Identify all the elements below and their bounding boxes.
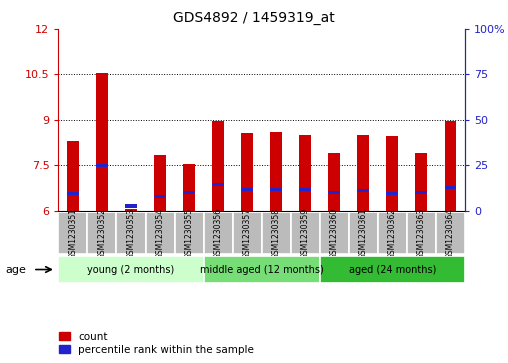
Bar [116,212,145,254]
Text: GSM1230353: GSM1230353 [126,208,136,259]
Bar [154,195,166,199]
Text: middle aged (12 months): middle aged (12 months) [200,265,324,274]
Text: GSM1230364: GSM1230364 [446,208,455,259]
Bar [96,164,108,167]
Bar [67,141,79,211]
Bar [262,212,291,254]
Bar [299,135,311,211]
Text: GSM1230361: GSM1230361 [359,208,368,259]
Bar [154,155,166,211]
Bar [183,191,195,194]
Bar [58,256,204,283]
Text: age: age [5,265,26,274]
Bar [378,212,407,254]
Text: GSM1230356: GSM1230356 [213,208,223,259]
Legend: count, percentile rank within the sample: count, percentile rank within the sample [56,329,257,358]
Bar [299,188,311,191]
Bar [444,121,456,211]
Bar [348,212,378,254]
Bar [387,192,398,195]
Bar [183,164,195,211]
Text: GSM1230354: GSM1230354 [155,208,165,259]
Bar [87,212,116,254]
Bar [328,191,340,194]
Bar [67,192,79,195]
Bar [204,212,233,254]
Bar [175,212,204,254]
Text: GSM1230352: GSM1230352 [98,208,107,259]
Bar [291,212,320,254]
Text: GSM1230362: GSM1230362 [388,208,397,259]
Text: GSM1230363: GSM1230363 [417,208,426,259]
Bar [241,134,253,211]
Text: GSM1230355: GSM1230355 [184,208,194,259]
Bar [358,189,369,192]
Bar [125,209,137,211]
Text: GSM1230351: GSM1230351 [69,208,77,259]
Text: young (2 months): young (2 months) [87,265,175,274]
Text: GSM1230357: GSM1230357 [243,208,251,259]
Bar [444,186,456,189]
Text: GSM1230359: GSM1230359 [301,208,310,259]
Bar [416,153,427,211]
Bar [204,256,320,283]
Text: GSM1230360: GSM1230360 [330,208,339,259]
Bar [212,183,224,186]
Bar [387,136,398,211]
Bar [320,212,348,254]
Bar [233,212,262,254]
Bar [58,212,87,254]
Bar [96,73,108,211]
Bar [328,153,340,211]
Text: GSM1230358: GSM1230358 [272,208,280,259]
Bar [212,121,224,211]
Bar [320,256,465,283]
Bar [436,212,465,254]
Bar [125,204,137,208]
Text: aged (24 months): aged (24 months) [348,265,436,274]
Text: GDS4892 / 1459319_at: GDS4892 / 1459319_at [173,11,335,25]
Bar [270,132,282,211]
Bar [145,212,175,254]
Bar [358,135,369,211]
Bar [407,212,436,254]
Bar [270,188,282,191]
Bar [241,188,253,191]
Bar [416,191,427,194]
